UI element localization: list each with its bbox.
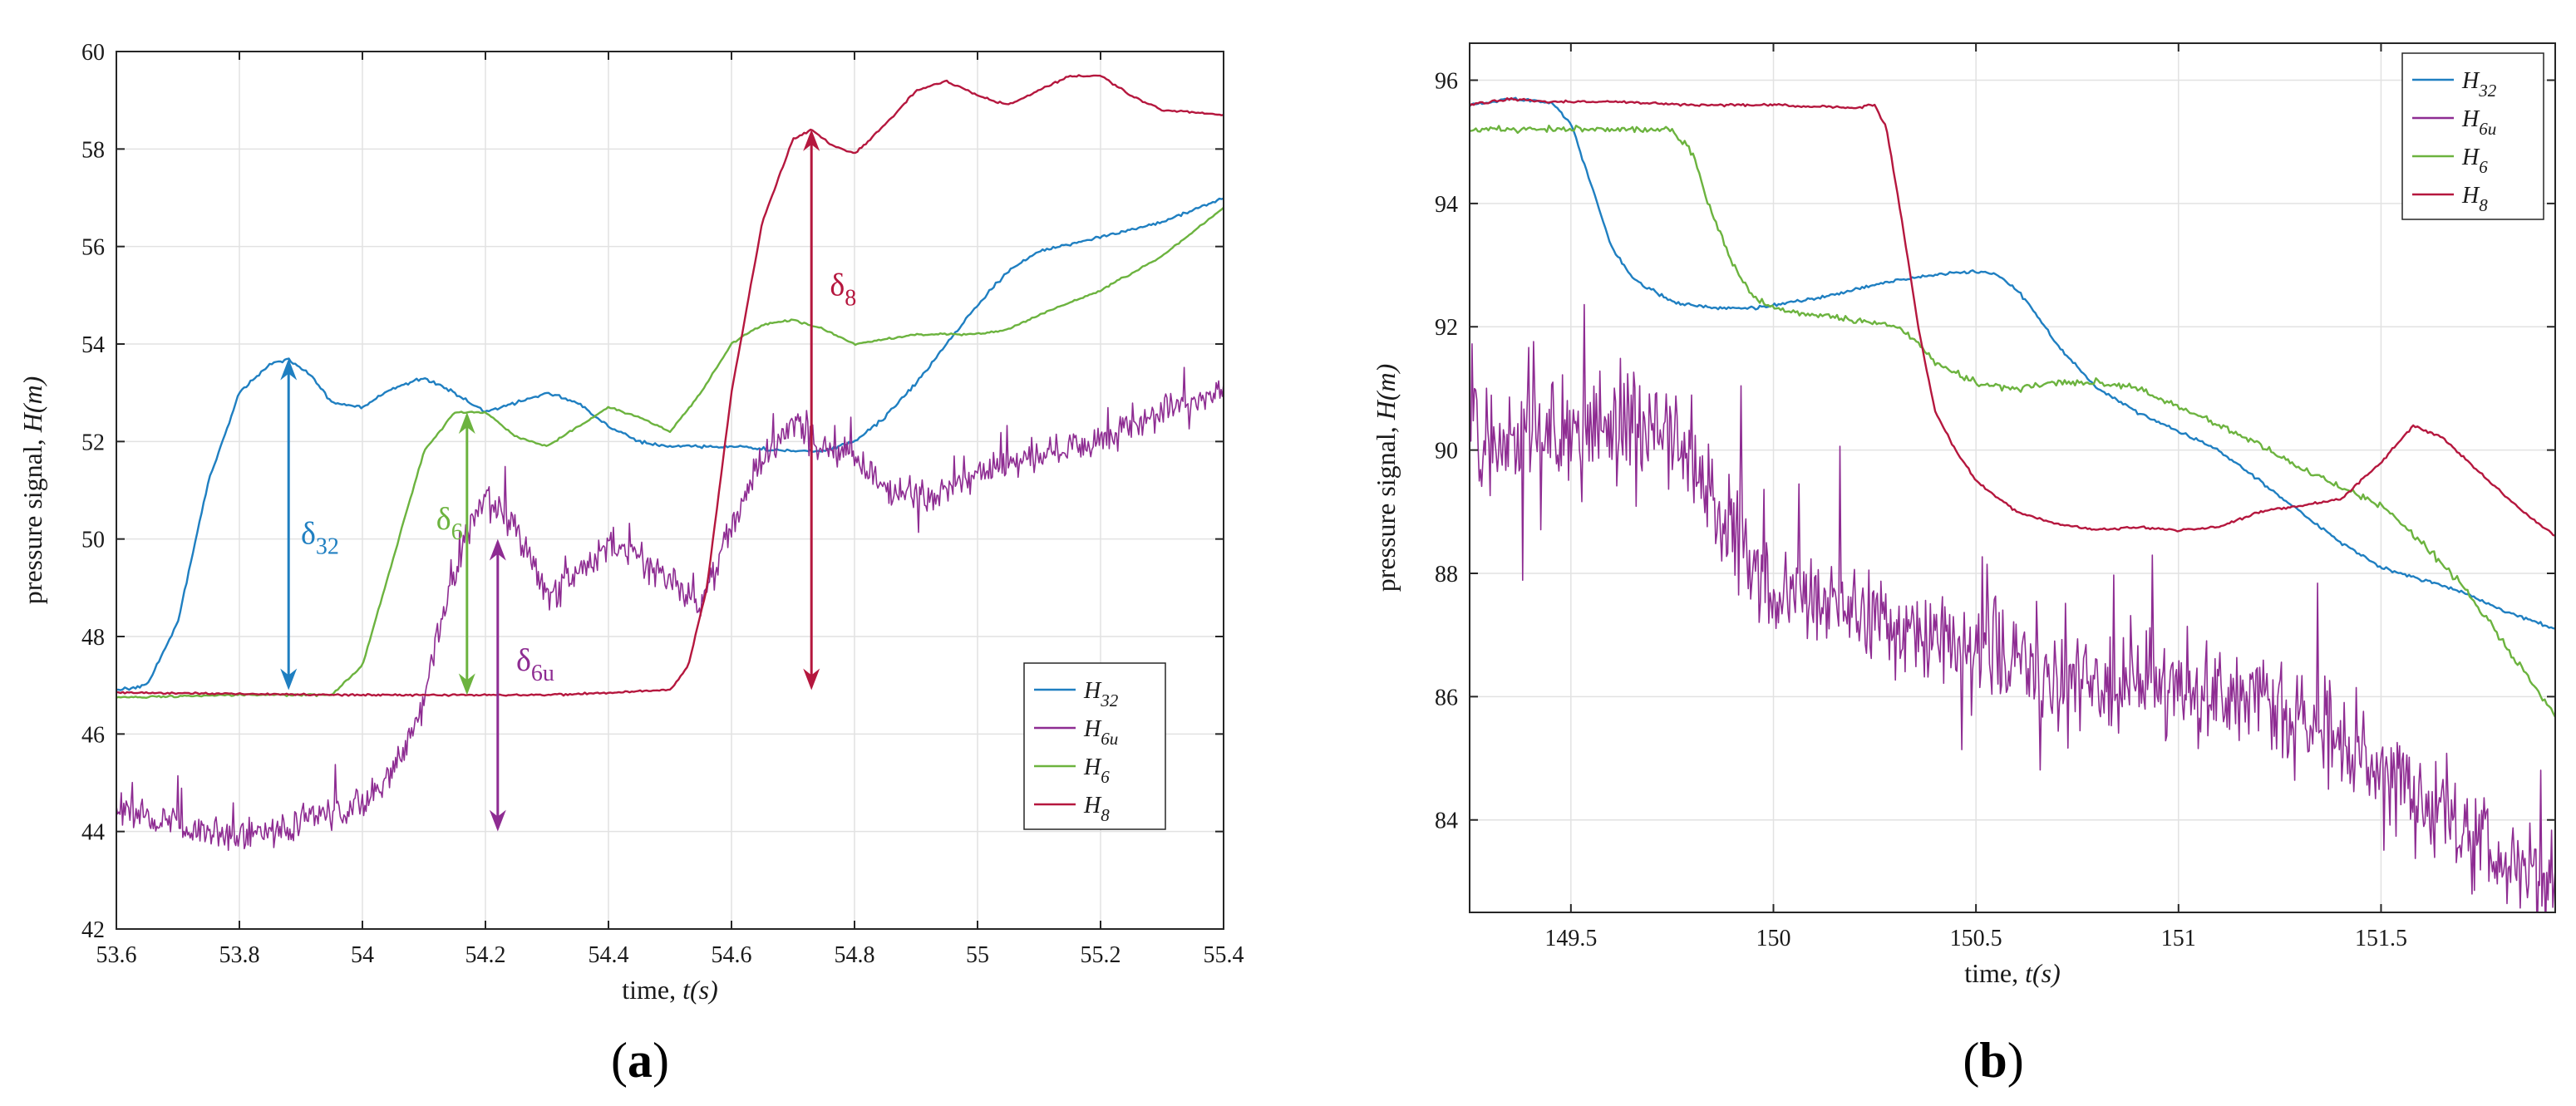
- series-line-H8: [1470, 96, 2555, 537]
- series-line-H32: [1470, 96, 2555, 630]
- series-line-H32: [116, 197, 1224, 691]
- y-tick-label: 56: [81, 235, 105, 261]
- annotation-label: δ6: [436, 502, 463, 545]
- y-tick-label: 48: [81, 625, 105, 651]
- y-tick-label: 86: [1435, 685, 1458, 710]
- annotation-arrowhead-bottom: [489, 809, 506, 832]
- panel-label: (a): [611, 1033, 669, 1088]
- annotation-arrowhead-bottom: [458, 673, 475, 696]
- series-line-H6u: [1470, 303, 2555, 912]
- plot-frame: [1469, 42, 2556, 913]
- x-tick-label: 54.4: [589, 942, 629, 968]
- annotation-arrowhead-bottom: [280, 668, 298, 691]
- annotation-arrowhead-top: [458, 412, 475, 435]
- legend-entry: H8: [2461, 183, 2488, 215]
- grid-lines: [1470, 43, 2555, 912]
- y-tick-label: 58: [81, 137, 105, 163]
- y-tick-label: 94: [1435, 192, 1458, 218]
- annotation-label: δ6u: [516, 643, 554, 686]
- x-tick-label: 53.6: [96, 942, 137, 968]
- y-tick-label: 88: [1435, 562, 1458, 587]
- series-line-H6: [116, 207, 1224, 699]
- series-line-H8: [116, 74, 1224, 697]
- annotation-arrowhead-bottom: [803, 668, 820, 691]
- chart-panel-b: 149.5 150 150.5 151 151.5 84 86 88 90 92 94 96 time,…: [1371, 42, 2556, 1088]
- x-axis-label: time, t(s): [1964, 958, 2061, 988]
- annotation-arrowhead-top: [280, 358, 298, 381]
- panel-label: (b): [1963, 1033, 2023, 1088]
- legend-entry: H32: [1083, 678, 1119, 710]
- y-tick-label: 42: [81, 917, 105, 943]
- y-tick-label: 50: [81, 528, 105, 553]
- legend-entry: H6u: [2461, 106, 2496, 139]
- y-tick-label: 60: [81, 40, 105, 66]
- y-tick-label: 52: [81, 430, 105, 455]
- x-tick-label: 55: [966, 942, 989, 968]
- annotation-label: δ32: [301, 517, 339, 560]
- x-tick-label: 150: [1756, 926, 1790, 951]
- y-tick-label: 92: [1435, 315, 1458, 341]
- legend-entry: H32: [2461, 68, 2497, 101]
- chart-panel-a: 53.6 53.8 54 54.2 54.4 54.6 54.8 55 55.2 55.4 42 44…: [17, 40, 1244, 1088]
- x-tick-label: 149.5: [1544, 926, 1597, 951]
- legend-box: [1023, 662, 1166, 830]
- y-axis-label: pressure signal, H(m): [1371, 364, 1401, 592]
- annotation-arrowhead-top: [803, 129, 820, 151]
- y-tick-label: 84: [1435, 809, 1458, 834]
- y-tick-label: 90: [1435, 439, 1458, 465]
- x-tick-label: 151.5: [2355, 926, 2407, 951]
- legend-entry: H8: [1083, 793, 1110, 825]
- plot-frame: [116, 51, 1224, 930]
- x-tick-label: 54.2: [465, 942, 506, 968]
- series-group: [116, 74, 1224, 851]
- legend-entry: H6: [2461, 145, 2488, 177]
- x-tick-label: 54: [351, 942, 374, 968]
- annotation-delta-8: δ8: [803, 129, 856, 691]
- y-tick-label: 46: [81, 722, 105, 748]
- y-axis-label: pressure signal, H(m): [17, 376, 47, 605]
- annotation-delta-32: δ32: [280, 358, 339, 691]
- legend: H32 H6u H6 H8: [2401, 52, 2544, 220]
- x-tick-label: 151: [2161, 926, 2196, 951]
- x-tick-label: 53.8: [219, 942, 260, 968]
- y-tick-label: 96: [1435, 69, 1458, 95]
- series-line-H6u: [116, 366, 1224, 851]
- series-group: [1470, 96, 2555, 912]
- legend-entry: H6u: [1083, 716, 1118, 749]
- annotation-arrowhead-top: [489, 538, 506, 561]
- x-axis-label: time, t(s): [622, 975, 718, 1005]
- legend-box: [2401, 52, 2544, 220]
- y-tick-label: 54: [81, 332, 105, 358]
- series-line-H6: [1470, 125, 2555, 718]
- legend: H32 H6u H6 H8: [1023, 662, 1166, 830]
- y-tick-label: 44: [81, 820, 105, 846]
- annotation-delta-6u: δ6u: [489, 538, 554, 832]
- x-tick-label: 54.8: [835, 942, 875, 968]
- x-tick-label: 55.4: [1204, 942, 1244, 968]
- x-tick-label: 55.2: [1081, 942, 1121, 968]
- x-tick-label: 54.6: [712, 942, 752, 968]
- legend-entry: H6: [1083, 755, 1110, 787]
- annotation-label: δ8: [830, 268, 856, 311]
- annotation-delta-6: δ6: [436, 412, 475, 696]
- x-tick-label: 150.5: [1950, 926, 2002, 951]
